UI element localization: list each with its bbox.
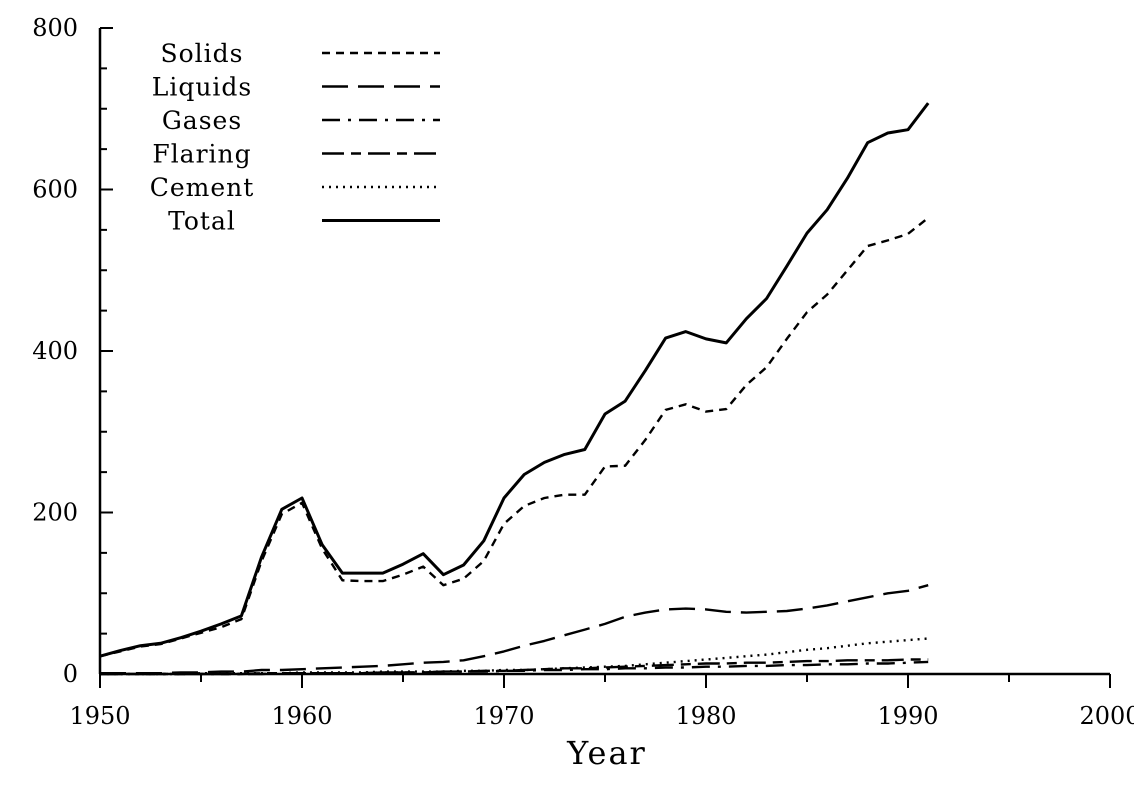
legend-label-flaring: Flaring (152, 140, 251, 169)
x-tick-label: 1990 (877, 702, 938, 730)
legend-label-liquids: Liquids (152, 73, 253, 102)
y-tick-label: 200 (32, 499, 78, 527)
series-line-solids (99, 216, 929, 658)
y-tick-label: 400 (32, 337, 78, 365)
legend: Solids Liquids Gases Flaring Cement Total (150, 39, 440, 236)
y-tick-label: 0 (63, 660, 78, 688)
y-tick-label: 800 (32, 14, 78, 42)
legend-label-total: Total (168, 207, 236, 236)
x-tick-label: 1980 (675, 702, 736, 730)
series-layer (99, 102, 930, 676)
series-line-liquids (100, 584, 929, 675)
x-tick-label: 1970 (473, 702, 534, 730)
legend-label-cement: Cement (150, 173, 255, 202)
legend-label-solids: Solids (160, 39, 243, 68)
series-line-total (99, 102, 930, 658)
x-axis-title: Year (566, 734, 647, 772)
y-tick-label: 600 (32, 176, 78, 204)
x-tick-label: 1950 (69, 702, 130, 730)
series-line-cement (100, 637, 929, 676)
x-tick-label: 1960 (271, 702, 332, 730)
legend-label-gases: Gases (162, 106, 242, 135)
x-tick-label: 2000 (1079, 702, 1134, 730)
